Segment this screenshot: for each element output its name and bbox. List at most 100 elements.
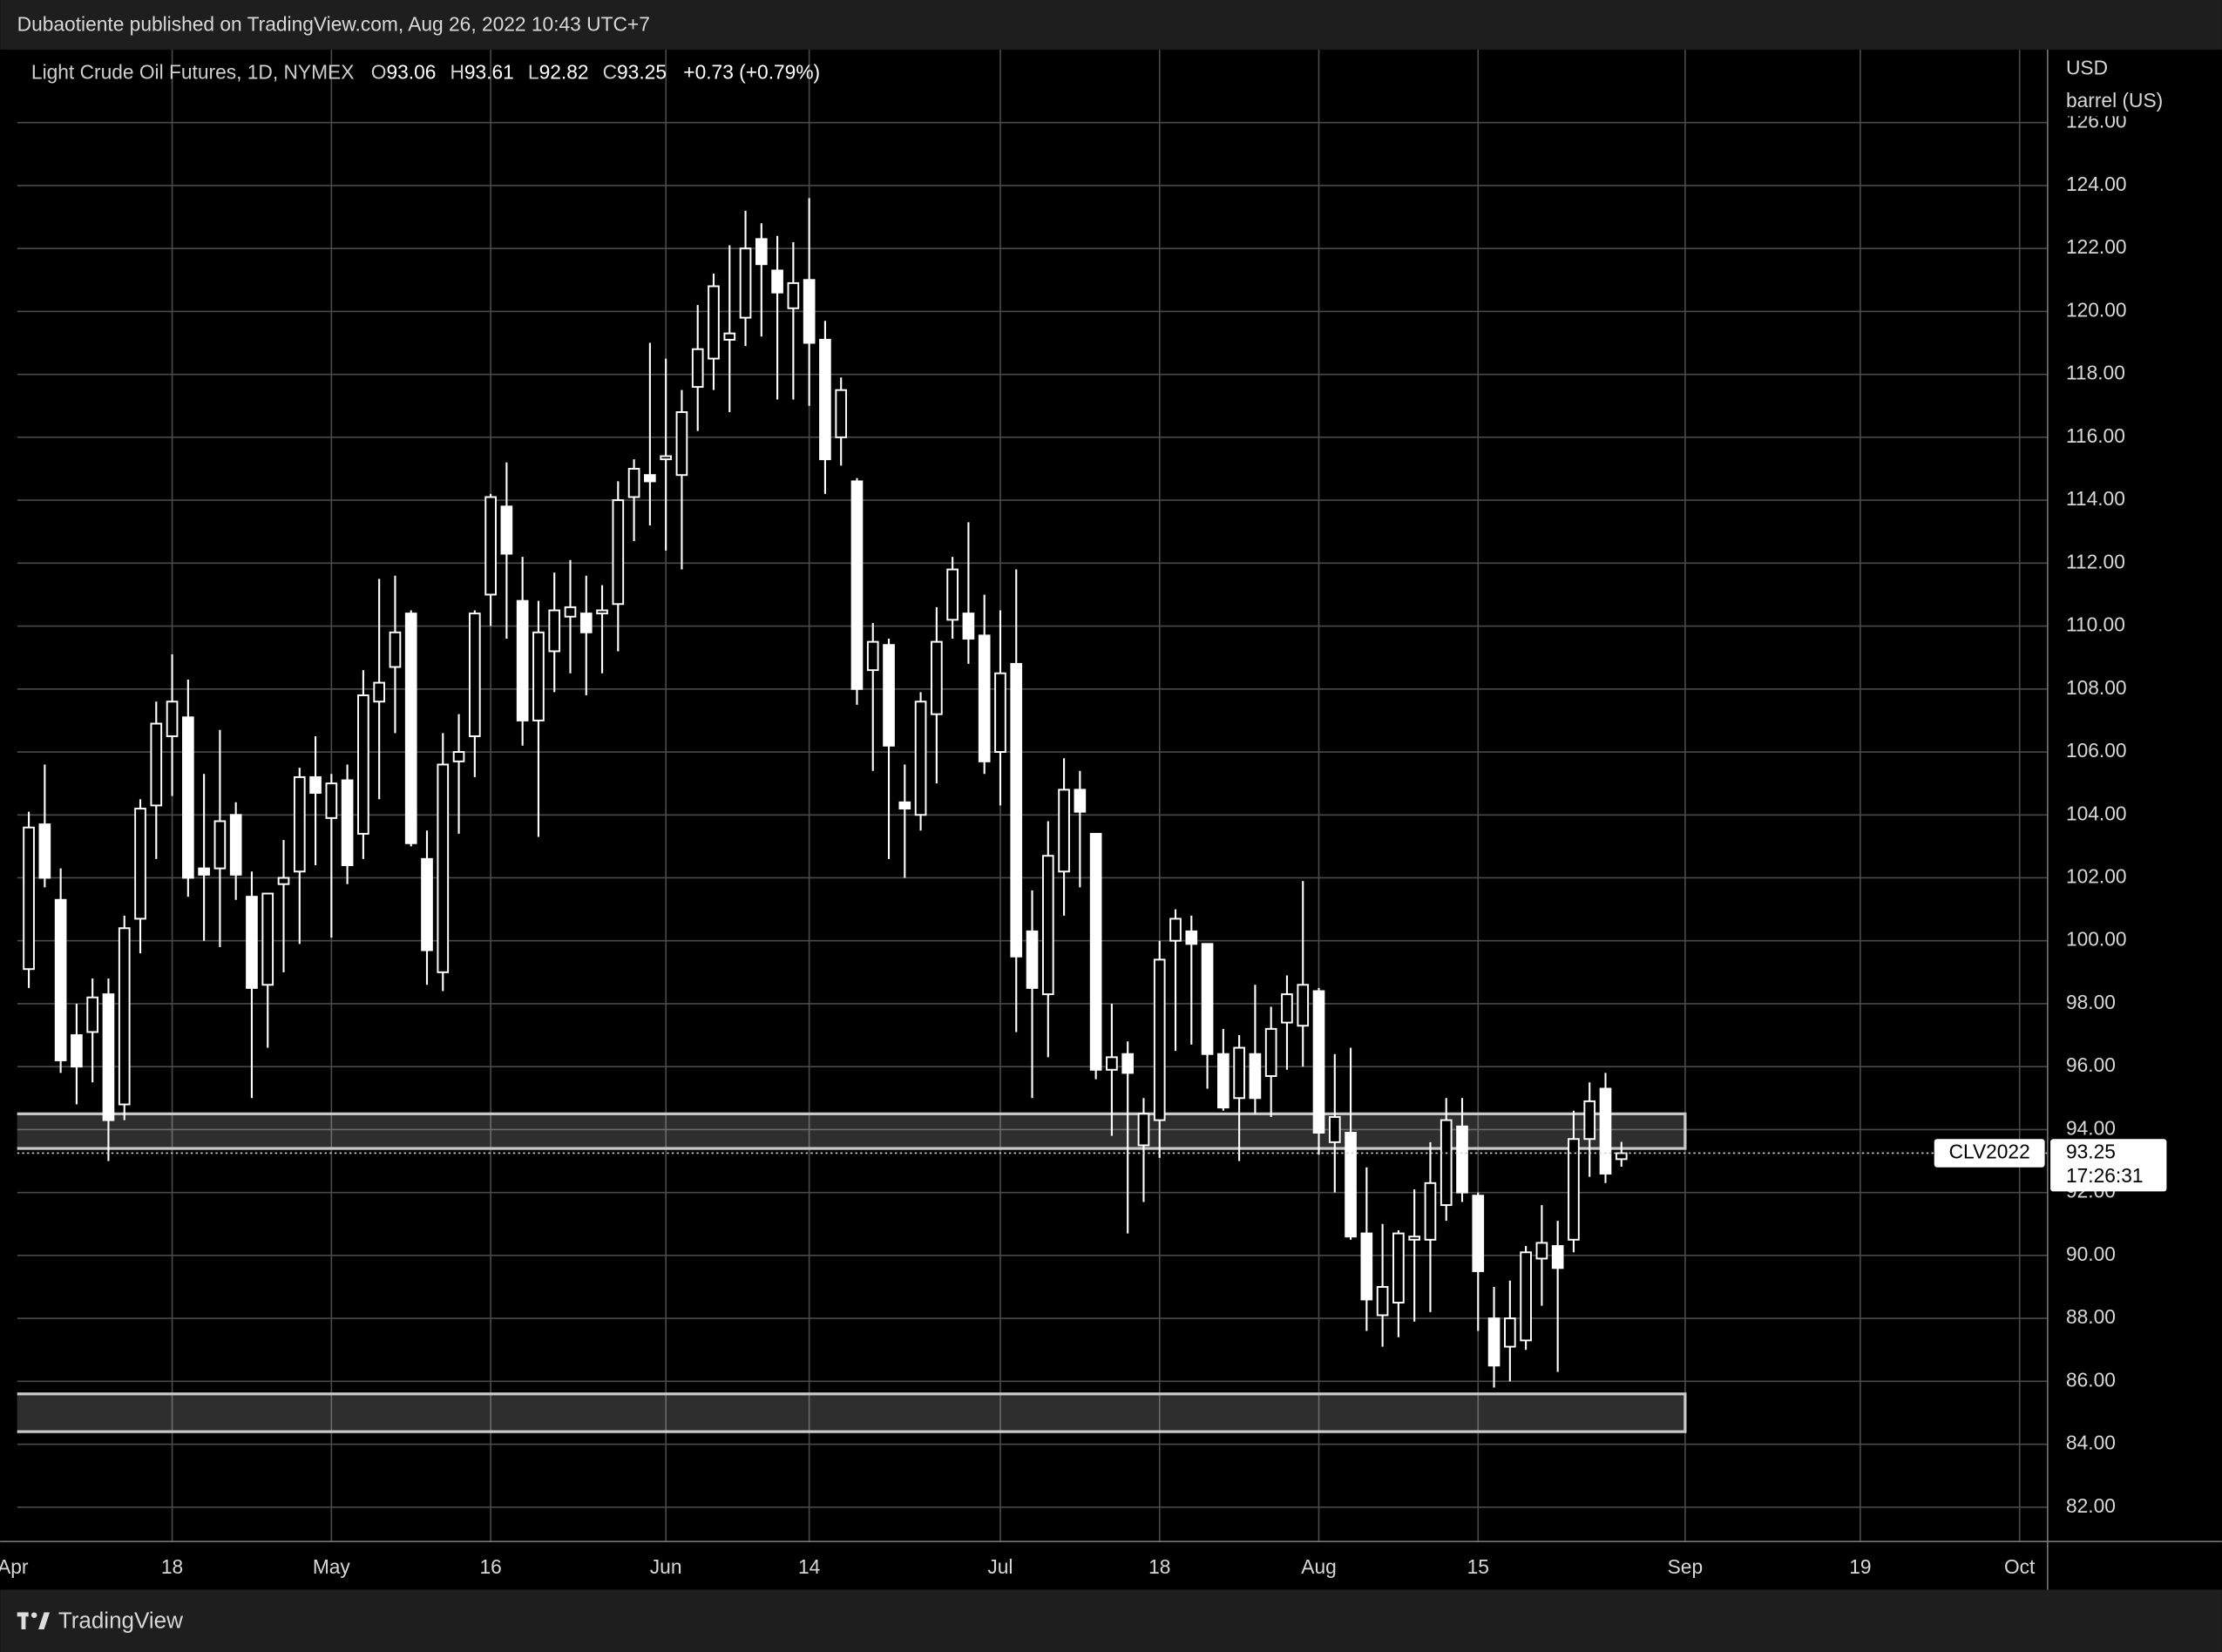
candle-body bbox=[644, 474, 656, 483]
candle-body bbox=[1201, 943, 1214, 1055]
x-tick-label: Oct bbox=[2004, 1555, 2036, 1578]
candle-body bbox=[246, 896, 258, 989]
candle-body bbox=[341, 779, 354, 867]
candle-body bbox=[277, 877, 290, 885]
candle-body bbox=[293, 775, 306, 873]
candle-body bbox=[898, 801, 911, 810]
candle-body bbox=[739, 247, 752, 319]
y-tick-label: 86.00 bbox=[2066, 1368, 2116, 1391]
y-tick-label: 124.00 bbox=[2066, 173, 2127, 195]
candle-body bbox=[437, 763, 450, 973]
candle-body bbox=[1312, 990, 1325, 1134]
candle-body bbox=[166, 701, 179, 737]
ohlc-prefix: L bbox=[528, 61, 539, 84]
candle-body bbox=[1615, 1152, 1628, 1161]
candle-body bbox=[1041, 855, 1054, 996]
candle-body bbox=[421, 857, 433, 951]
candle-body bbox=[1026, 930, 1039, 989]
candle-body bbox=[1535, 1242, 1548, 1260]
y-tick-label: 116.00 bbox=[2066, 424, 2125, 447]
candle-body bbox=[771, 269, 783, 294]
candle-body bbox=[134, 808, 146, 920]
candle-body bbox=[1185, 930, 1198, 945]
candle-body bbox=[675, 410, 688, 477]
zone bbox=[17, 1392, 1687, 1433]
candle-body bbox=[564, 606, 577, 618]
x-tick-label: Jul bbox=[987, 1555, 1013, 1578]
candle-body bbox=[723, 332, 736, 341]
unit-backdrop bbox=[2050, 51, 2222, 117]
candle-body bbox=[1328, 1115, 1341, 1143]
candle-body bbox=[1440, 1119, 1453, 1207]
candle-body bbox=[1520, 1251, 1532, 1342]
y-tick-label: 84.00 bbox=[2066, 1432, 2116, 1454]
chart-title: Light Crude Oil Futures, 1D, NYMEX bbox=[31, 61, 354, 84]
publisher: Dubaotiente published on TradingView.com… bbox=[17, 12, 650, 35]
x-tick-label: Jun bbox=[650, 1555, 682, 1578]
candle-body bbox=[229, 814, 242, 876]
candle-body bbox=[1392, 1232, 1405, 1304]
candle-body bbox=[532, 631, 545, 721]
y-tick-label: 112.00 bbox=[2066, 550, 2125, 572]
candle-body bbox=[627, 468, 640, 498]
candle-body bbox=[1472, 1195, 1485, 1272]
y-tick-label: 98.00 bbox=[2066, 991, 2116, 1013]
candle-body bbox=[850, 480, 864, 690]
x-tick-label: May bbox=[313, 1555, 351, 1578]
candle-body bbox=[978, 634, 991, 762]
price-badge bbox=[2050, 1139, 2167, 1192]
candle-body bbox=[1153, 958, 1166, 1121]
candle-body bbox=[468, 613, 481, 737]
candle-body bbox=[150, 722, 163, 807]
candle-body bbox=[261, 892, 274, 986]
y-tick-label: 82.00 bbox=[2066, 1494, 2116, 1517]
candle-body bbox=[452, 751, 465, 762]
footer-bar bbox=[0, 1589, 2222, 1652]
candle-body bbox=[835, 389, 848, 438]
candle-body bbox=[1599, 1087, 1612, 1175]
candle-body bbox=[803, 279, 816, 344]
candle-body bbox=[1058, 789, 1070, 873]
candle-body bbox=[1233, 1046, 1245, 1100]
change: +0.73 (+0.79%) bbox=[683, 61, 820, 84]
candle-body bbox=[691, 348, 704, 389]
candle-body bbox=[548, 609, 561, 653]
candle-body bbox=[1121, 1053, 1135, 1074]
symbol-badge bbox=[1934, 1139, 2045, 1168]
candle-body bbox=[612, 499, 625, 606]
candle-body bbox=[182, 716, 194, 879]
y-tick-label: 94.00 bbox=[2066, 1116, 2116, 1139]
candle-body bbox=[1360, 1232, 1373, 1301]
y-tick-label: 110.00 bbox=[2066, 613, 2125, 636]
candle-body bbox=[484, 496, 497, 596]
candle-body bbox=[1297, 984, 1310, 1027]
y-tick-label: 108.00 bbox=[2066, 676, 2127, 699]
candle-body bbox=[1408, 1236, 1421, 1241]
candle-body bbox=[86, 996, 99, 1033]
x-tick-label: 18 bbox=[161, 1555, 183, 1578]
logo-part bbox=[21, 1612, 26, 1629]
candle-body bbox=[118, 927, 131, 1106]
logo-part bbox=[38, 1612, 51, 1629]
candle-body bbox=[931, 640, 943, 715]
candle-body bbox=[755, 238, 768, 266]
candle-body bbox=[1217, 1053, 1230, 1109]
candle-body bbox=[325, 782, 338, 819]
y-tick-label: 122.00 bbox=[2066, 235, 2127, 258]
logo-part bbox=[30, 1612, 37, 1618]
candle-body bbox=[596, 609, 608, 615]
candle-body bbox=[660, 455, 672, 461]
x-tick-label: 19 bbox=[1849, 1555, 1871, 1578]
ohlc-prefix: H bbox=[450, 61, 464, 84]
candle-body bbox=[962, 613, 975, 640]
y-unit: barrel (US) bbox=[2066, 89, 2163, 112]
y-tick-label: 106.00 bbox=[2066, 739, 2127, 762]
x-tick-label: Sep bbox=[1668, 1555, 1703, 1578]
brand: TradingView bbox=[58, 1608, 183, 1634]
y-tick-label: 104.00 bbox=[2066, 802, 2127, 824]
countdown: 17:26:31 bbox=[2066, 1164, 2144, 1187]
x-tick-label: Apr bbox=[0, 1555, 29, 1578]
candle-body bbox=[1264, 1027, 1277, 1077]
x-tick-label: 18 bbox=[1148, 1555, 1170, 1578]
